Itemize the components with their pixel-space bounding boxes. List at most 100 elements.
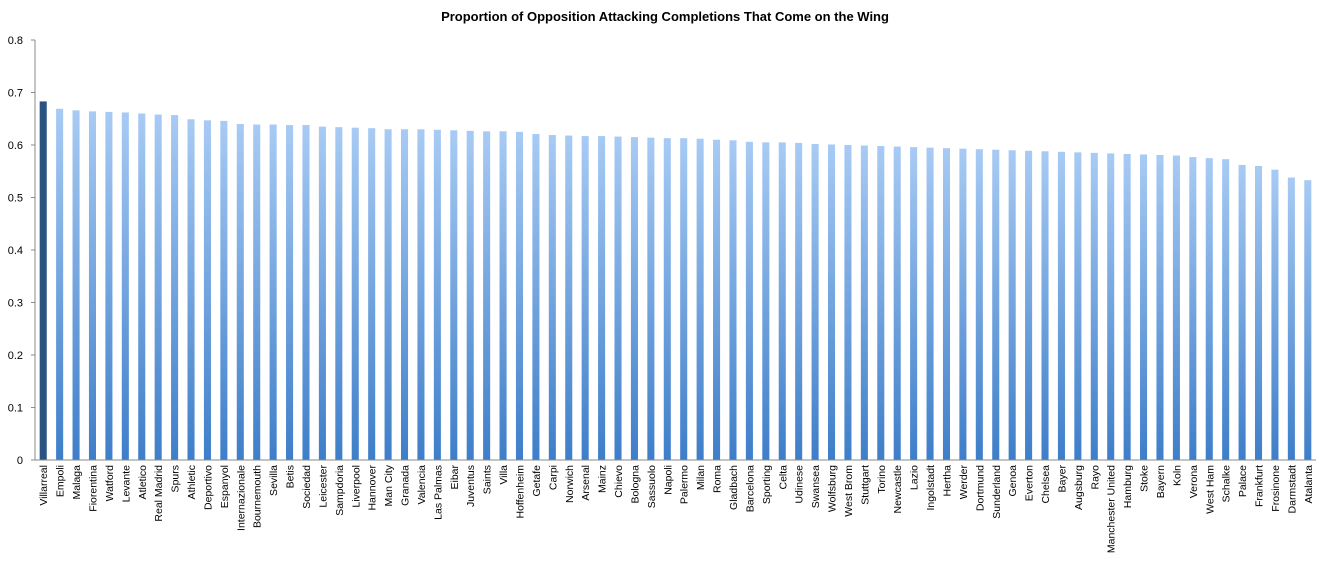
bar-atletico xyxy=(138,113,146,460)
bar-fiorentina xyxy=(88,111,97,461)
x-tick-label: Getafe xyxy=(531,465,543,497)
bar-real-madrid xyxy=(154,114,162,461)
bar-genoa xyxy=(1008,150,1016,460)
x-tick-label: Roma xyxy=(712,465,724,493)
x-tick-label: Granada xyxy=(400,465,412,506)
bar-stoke xyxy=(1140,154,1148,460)
x-tick-label: Manchester United xyxy=(1106,465,1118,553)
x-tick-label: Milan xyxy=(695,465,707,490)
x-tick-label: Carpi xyxy=(547,465,559,490)
x-tick-label: Watford xyxy=(104,465,116,502)
x-tick-label: Wolfsburg xyxy=(827,465,839,512)
bar-milan xyxy=(696,138,704,460)
x-tick-label: Palermo xyxy=(679,465,691,504)
bar-juventus xyxy=(466,130,474,460)
y-tick-label: 0.3 xyxy=(8,298,23,310)
bar-newcastle xyxy=(893,146,901,460)
bar-barcelona xyxy=(745,141,753,460)
x-tick-label: Chelsea xyxy=(1040,465,1052,504)
bar-athletic xyxy=(187,119,195,461)
bar-sociedad xyxy=(302,125,310,461)
bar-bologna xyxy=(630,137,638,460)
bar-getafe xyxy=(532,133,540,460)
bar-augsburg xyxy=(1074,152,1082,460)
x-tick-label: Sunderland xyxy=(991,465,1003,519)
x-tick-label: Udinese xyxy=(794,465,806,504)
x-tick-label: Atletico xyxy=(137,465,149,500)
x-tick-label: Darmstadt xyxy=(1286,465,1298,514)
x-axis: Villarreal Empoli Malaga Fiorentina Watford L… xyxy=(35,459,1316,553)
x-tick-label: Gladbach xyxy=(728,465,740,510)
x-tick-label: Levante xyxy=(120,465,132,503)
y-axis: 0 0.1 0.2 0.3 0.4 0.5 0.6 0.7 0.8 xyxy=(8,35,36,467)
x-tick-label: Villa xyxy=(498,465,510,485)
bar-chievo xyxy=(614,136,622,460)
bar-deportivo xyxy=(203,120,211,460)
x-tick-label: Hoffenheim xyxy=(514,465,526,519)
bar-schalke xyxy=(1222,159,1230,461)
bar-leicester xyxy=(318,126,326,460)
bar-betis xyxy=(286,125,294,461)
x-tick-label: Augsburg xyxy=(1073,465,1085,510)
bar-everton xyxy=(1025,150,1033,460)
bar-gladbach xyxy=(729,140,737,460)
bar-swansea xyxy=(811,143,819,460)
x-tick-label: Espanyol xyxy=(219,465,231,508)
bar-sassuolo xyxy=(647,137,655,460)
x-tick-label: Deportivo xyxy=(202,465,214,510)
bar-hoffenheim xyxy=(515,131,524,460)
x-tick-label: Fiorentina xyxy=(87,465,99,512)
x-tick-label: Norwich xyxy=(564,465,576,503)
y-tick-label: 0.7 xyxy=(8,88,23,100)
x-tick-label: Villarreal xyxy=(38,465,50,506)
bar-internazionale xyxy=(236,124,244,460)
bar-watford xyxy=(105,111,113,461)
x-tick-label: Empoli xyxy=(55,465,67,497)
x-tick-label: Leicester xyxy=(317,465,329,508)
bar-sevilla xyxy=(269,124,277,461)
x-tick-label: Sassuolo xyxy=(646,465,658,508)
x-tick-label: Dortmund xyxy=(974,465,986,511)
x-tick-label: Ingolstadt xyxy=(925,465,937,511)
bar-wolfsburg xyxy=(827,144,836,460)
x-tick-label: Sevilla xyxy=(268,465,280,496)
x-tick-label: Eibar xyxy=(449,465,461,490)
x-tick-label: Liverpool xyxy=(350,465,362,508)
x-tick-label: Celta xyxy=(777,465,789,490)
x-tick-label: Werder xyxy=(958,464,970,499)
x-tick-label: Schalke xyxy=(1221,465,1233,503)
x-tick-label: Las Palmas xyxy=(432,465,444,520)
bar-koln xyxy=(1172,155,1180,460)
x-tick-label: Frosinone xyxy=(1270,465,1282,512)
x-tick-label: Rayo xyxy=(1089,465,1101,490)
x-tick-label: Bournemouth xyxy=(252,465,264,528)
x-tick-label: Bayern xyxy=(1155,465,1167,498)
bar-frankfurt xyxy=(1254,166,1263,460)
x-tick-label: Swansea xyxy=(810,465,822,508)
bar-palace xyxy=(1238,164,1246,460)
bars-group xyxy=(39,101,1312,461)
bar-arsenal xyxy=(581,136,589,460)
bar-stuttgart xyxy=(860,145,868,460)
bar-atalanta xyxy=(1304,180,1312,461)
x-tick-label: West Brom xyxy=(843,465,855,517)
x-tick-label: Barcelona xyxy=(744,465,756,512)
x-tick-label: Spurs xyxy=(170,465,182,492)
bar-empoli xyxy=(56,108,64,461)
y-tick-label: 0.2 xyxy=(8,350,23,362)
bar-rayo xyxy=(1090,152,1098,460)
bar-carpi xyxy=(548,135,556,460)
x-tick-label: Atalanta xyxy=(1303,465,1315,504)
x-tick-label: Chievo xyxy=(613,465,625,498)
bar-napoli xyxy=(663,138,671,461)
bar-hannover xyxy=(368,128,376,460)
x-tick-label: Sociedad xyxy=(301,465,313,509)
bar-bayer xyxy=(1057,151,1065,460)
bar-sunderland xyxy=(992,149,1000,460)
bar-roma xyxy=(713,139,721,460)
bar-norwich xyxy=(565,135,573,461)
x-tick-label: Bayer xyxy=(1056,465,1068,493)
bar-sporting xyxy=(762,142,770,460)
